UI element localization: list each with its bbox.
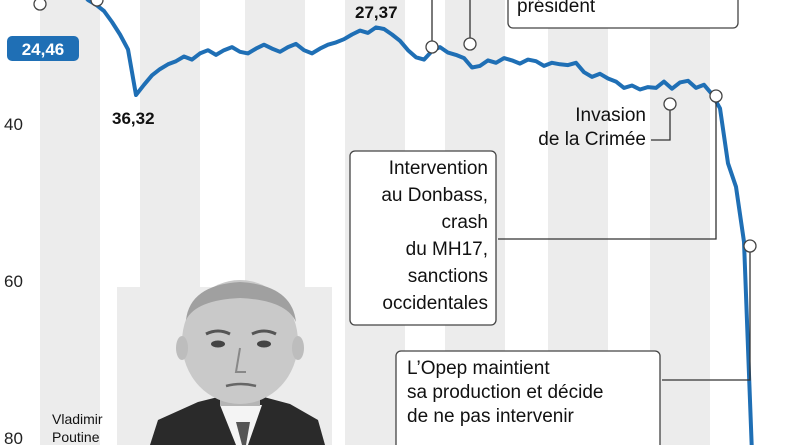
caption-line: Vladimir xyxy=(52,411,103,427)
annotation-line: L’Opep maintient xyxy=(407,358,550,379)
ruble-line xyxy=(38,0,754,445)
annotation-line: crash xyxy=(442,212,488,233)
data-labels: 24,46 36,32 27,37 xyxy=(7,3,398,128)
photo-caption: Vladimir Poutine xyxy=(52,411,103,445)
connector-4 xyxy=(662,246,751,381)
y-tick-label-60: 60 xyxy=(4,272,23,291)
event-marker-3 xyxy=(463,37,477,51)
annotation-line: occidentales xyxy=(382,293,488,314)
event-marker-6 xyxy=(743,239,757,253)
event-marker-0 xyxy=(33,0,47,11)
annotation-line: au Donbass, xyxy=(381,185,488,206)
y-axis-ticks: 40 60 80 xyxy=(4,115,23,445)
event-marker-2 xyxy=(425,40,439,54)
annotation-line: président xyxy=(517,0,596,17)
putin-photo xyxy=(117,280,332,445)
data-label-low: 36,32 xyxy=(112,109,155,128)
event-marker-1 xyxy=(90,0,104,7)
annotation-line: sa production et décide xyxy=(407,382,603,403)
annotation-box-0 xyxy=(507,0,739,29)
connector-3 xyxy=(498,96,717,240)
annotation-line: du MH17, xyxy=(406,239,488,260)
event-marker-4 xyxy=(663,97,677,111)
band-0 xyxy=(40,0,100,445)
annotation-line: Intervention xyxy=(389,158,488,179)
annotation-box-2 xyxy=(349,150,497,326)
annotation-text-1: Invasion de la Crimée xyxy=(538,105,646,150)
event-markers xyxy=(33,0,757,253)
data-label-start: 24,46 xyxy=(22,40,65,59)
start-value-box xyxy=(7,36,79,61)
caption-line: Poutine xyxy=(52,429,100,445)
annotation-connectors xyxy=(431,0,751,381)
annotation-text-0: président xyxy=(517,0,596,17)
connector-2 xyxy=(651,104,671,141)
annotation-line: Invasion xyxy=(575,105,646,126)
photo-caption-text: Vladimir Poutine xyxy=(52,411,103,445)
annotation-boxes: président Invasion de la Crimée Interventio… xyxy=(349,0,739,445)
annotation-text-2: Intervention au Donbass, crash du MH17, sanc… xyxy=(381,158,488,314)
y-tick-label-40: 40 xyxy=(4,115,23,134)
event-marker-5 xyxy=(709,89,723,103)
data-label-mid: 27,37 xyxy=(355,3,398,22)
annotation-line: sanctions xyxy=(408,266,488,287)
annotation-line: de ne pas intervenir xyxy=(407,406,575,427)
y-tick-label-80: 80 xyxy=(4,429,23,445)
annotation-line: de la Crimée xyxy=(538,129,646,150)
annotation-text-3: L’Opep maintient sa production et décide d… xyxy=(407,358,603,427)
annotation-box-3 xyxy=(395,350,661,445)
